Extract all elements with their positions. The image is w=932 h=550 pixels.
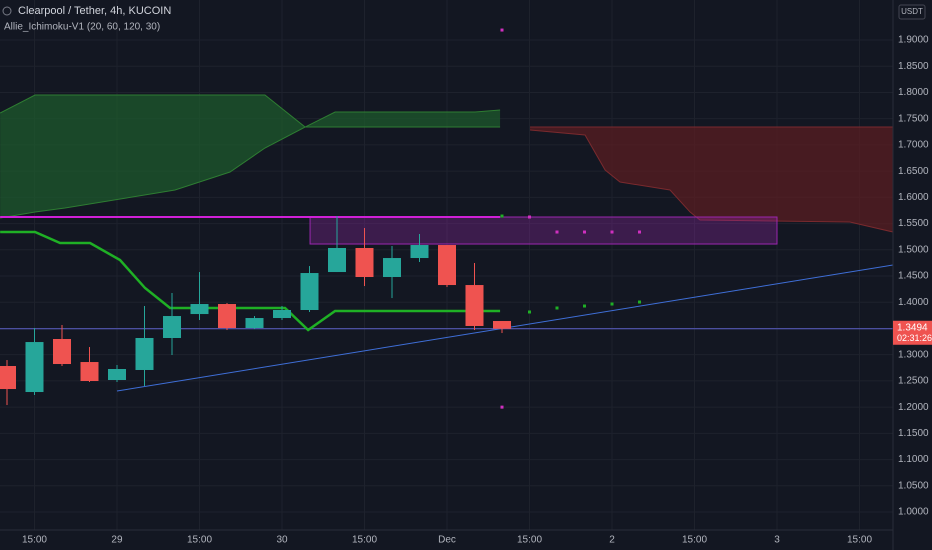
signal-dot [555,230,559,234]
y-tick-label: 1.1500 [898,428,929,439]
signal-dot [638,230,642,234]
x-tick-label: 15:00 [187,535,212,546]
y-tick-label: 1.7000 [898,140,929,151]
signal-dot [610,230,614,234]
candle-body [0,366,16,390]
candle-body [25,342,44,393]
candle-body [190,304,209,315]
currency-label: USDT [901,7,923,16]
candle-body [245,318,264,329]
candle-body [493,321,512,329]
candle-body [218,304,237,329]
plot [0,28,894,409]
candle-body [135,338,154,370]
y-tick-label: 1.0500 [898,480,929,491]
x-tick-label: Dec [438,535,456,546]
x-tick-label: 15:00 [517,535,542,546]
x-tick-label: 3 [774,535,780,546]
countdown-label: 02:31:26 [897,333,932,343]
candle-body [410,245,429,259]
y-tick-label: 1.2000 [898,402,929,413]
candle-body [328,248,347,273]
signal-dot [500,214,504,218]
y-tick-label: 1.6500 [898,166,929,177]
candle-body [80,362,99,382]
cloud-fill [0,95,501,219]
y-tick-label: 1.8000 [898,87,929,98]
y-tick-label: 1.5000 [898,244,929,255]
signal-dot [500,405,504,409]
x-tick-label: 2 [609,535,615,546]
x-tick-label: 15:00 [682,535,707,546]
y-tick-label: 1.9000 [898,35,929,46]
x-tick-label: 15:00 [22,535,47,546]
y-tick-label: 1.4000 [898,297,929,308]
cloud-lower [0,126,501,219]
y-tick-label: 1.8500 [898,61,929,72]
x-tick-label: 29 [111,535,123,546]
zone-box [309,216,778,245]
signal-dot [528,310,532,314]
y-tick-label: 1.7500 [898,113,929,124]
signal-dot [638,300,642,304]
candle-body [438,245,457,286]
y-tick-label: 1.0000 [898,507,929,518]
y-tick-label: 1.6000 [898,192,929,203]
chart-title: Clearpool / Tether, 4h, KUCOIN [18,5,171,17]
cloud-lower [530,129,894,233]
currency-box [898,4,926,20]
cloud-upper [0,94,501,128]
y-tick-label: 1.2500 [898,376,929,387]
axes: 1.0000 1.0500 1.1000 1.1500 1.2000 1.2500 1.30… [22,35,932,546]
x-tick-label: 15:00 [352,535,377,546]
signal-dot [610,302,614,306]
candle-body [273,309,292,319]
signal-dot [500,28,504,32]
candle-body [383,258,402,278]
y-tick-label: 1.1000 [898,454,929,465]
y-tick-label: 1.5500 [898,218,929,229]
x-tick-label: 30 [276,535,288,546]
candle-body [162,316,181,339]
signal-dot [583,304,587,308]
symbol-icon [2,6,12,16]
signal-dot [528,215,532,219]
candle-body [52,338,71,365]
cloud-fill [530,127,894,233]
signal-dot [555,306,559,310]
candle-body [107,368,126,381]
candle-body [300,273,319,310]
indicator-label: Allie_Ichimoku-V1 (20, 60, 120, 30) [4,22,160,33]
baseline-line [0,230,501,332]
candle-body [355,248,374,278]
signal-dot [583,230,587,234]
y-tick-label: 1.3000 [898,349,929,360]
price-tag-label: 1.3494 [897,322,928,333]
price-tag [893,320,932,345]
x-tick-label: 15:00 [847,535,872,546]
candle-body [465,285,484,326]
y-tick-label: 1.4500 [898,271,929,282]
